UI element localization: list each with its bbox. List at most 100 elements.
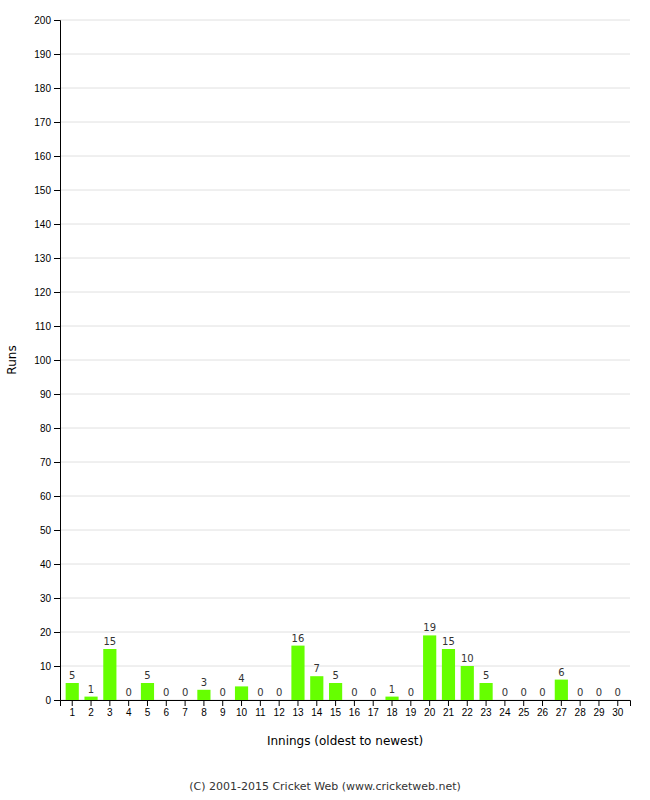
tick: 26 bbox=[537, 700, 549, 718]
bar bbox=[179, 700, 192, 701]
data-label: 0 bbox=[502, 687, 508, 698]
grid-line bbox=[60, 360, 630, 361]
tick-label: 100 bbox=[34, 355, 51, 366]
data-label: 0 bbox=[521, 687, 527, 698]
bar bbox=[141, 683, 154, 700]
grid-line bbox=[60, 326, 630, 327]
grid-line bbox=[60, 496, 630, 497]
tick-mark bbox=[54, 190, 60, 191]
data-label: 6 bbox=[558, 667, 564, 678]
bar bbox=[442, 649, 455, 700]
tick-mark bbox=[54, 54, 60, 55]
tick-mark bbox=[542, 700, 543, 706]
tick-label: 6 bbox=[164, 707, 170, 718]
bar bbox=[273, 700, 286, 701]
tick-label: 12 bbox=[274, 707, 286, 718]
tick: 14 bbox=[311, 700, 323, 718]
tick-mark bbox=[54, 462, 60, 463]
bar bbox=[555, 680, 568, 700]
tick-mark bbox=[166, 700, 167, 706]
tick-mark bbox=[72, 700, 73, 706]
tick: 7 bbox=[182, 700, 188, 718]
tick-label: 60 bbox=[40, 491, 52, 502]
tick-mark bbox=[54, 700, 60, 701]
tick-label: 170 bbox=[34, 117, 51, 128]
tick-label: 14 bbox=[311, 707, 323, 718]
tick-label: 27 bbox=[556, 707, 568, 718]
tick-label: 190 bbox=[34, 49, 51, 60]
grid-line bbox=[60, 156, 630, 157]
grid-line bbox=[60, 632, 630, 633]
tick-label: 130 bbox=[34, 253, 51, 264]
tick-mark bbox=[54, 428, 60, 429]
tick: 18 bbox=[386, 700, 398, 718]
data-label: 5 bbox=[332, 670, 338, 681]
data-label: 0 bbox=[182, 687, 188, 698]
tick: 30 bbox=[40, 593, 60, 604]
tick-mark bbox=[297, 700, 298, 706]
grid-line bbox=[60, 88, 630, 89]
tick-mark bbox=[54, 258, 60, 259]
tick: 15 bbox=[330, 700, 342, 718]
tick-label: 11 bbox=[255, 707, 266, 718]
tick: 30 bbox=[612, 700, 624, 718]
bar bbox=[404, 700, 417, 701]
tick-mark bbox=[54, 632, 60, 633]
data-label: 15 bbox=[442, 636, 455, 647]
tick-mark bbox=[54, 394, 60, 395]
tick-mark bbox=[147, 700, 148, 706]
grid-line bbox=[60, 666, 630, 667]
tick-label: 70 bbox=[40, 457, 52, 468]
tick: 70 bbox=[40, 457, 60, 468]
tick: 28 bbox=[575, 700, 587, 718]
tick-mark bbox=[54, 156, 60, 157]
data-label: 19 bbox=[423, 622, 436, 633]
tick-label: 5 bbox=[145, 707, 151, 718]
tick-label: 20 bbox=[424, 707, 436, 718]
tick-label: 7 bbox=[182, 707, 188, 718]
data-label: 0 bbox=[539, 687, 545, 698]
tick-label: 180 bbox=[34, 83, 51, 94]
grid-line bbox=[60, 258, 630, 259]
tick-mark bbox=[54, 496, 60, 497]
tick: 3 bbox=[107, 700, 113, 718]
tick-mark bbox=[54, 564, 60, 565]
data-label: 0 bbox=[615, 687, 621, 698]
tick-mark bbox=[561, 700, 562, 706]
data-label: 0 bbox=[257, 687, 263, 698]
tick: 120 bbox=[34, 287, 60, 298]
tick: 150 bbox=[34, 185, 60, 196]
bar bbox=[329, 683, 342, 700]
data-label: 0 bbox=[276, 687, 282, 698]
tick-mark bbox=[467, 700, 468, 706]
tick-mark bbox=[54, 224, 60, 225]
grid bbox=[60, 20, 630, 700]
tick-mark bbox=[54, 598, 60, 599]
y-axis: 0102030405060708090100110120130140150160… bbox=[34, 15, 60, 706]
grid-line bbox=[60, 394, 630, 395]
tick-label: 26 bbox=[537, 707, 549, 718]
tick-label: 15 bbox=[330, 707, 342, 718]
grid-line bbox=[60, 54, 630, 55]
bar bbox=[348, 700, 361, 701]
bar bbox=[423, 635, 436, 700]
data-label: 5 bbox=[144, 670, 150, 681]
tick-label: 2 bbox=[88, 707, 94, 718]
tick-mark bbox=[54, 530, 60, 531]
tick: 180 bbox=[34, 83, 60, 94]
data-label: 1 bbox=[389, 684, 395, 695]
bar bbox=[461, 666, 474, 700]
x-axis: 1234567891011121314151617181920212223242… bbox=[61, 700, 631, 718]
bar bbox=[611, 700, 624, 701]
bar bbox=[517, 700, 530, 701]
bar bbox=[498, 700, 511, 701]
bar bbox=[385, 697, 398, 700]
tick-mark bbox=[617, 700, 618, 706]
tick-label: 4 bbox=[126, 707, 132, 718]
tick-mark bbox=[598, 700, 599, 706]
tick-label: 8 bbox=[201, 707, 207, 718]
bar bbox=[480, 683, 493, 700]
tick: 12 bbox=[274, 700, 286, 718]
tick-mark bbox=[335, 700, 336, 706]
tick-mark bbox=[260, 700, 261, 706]
